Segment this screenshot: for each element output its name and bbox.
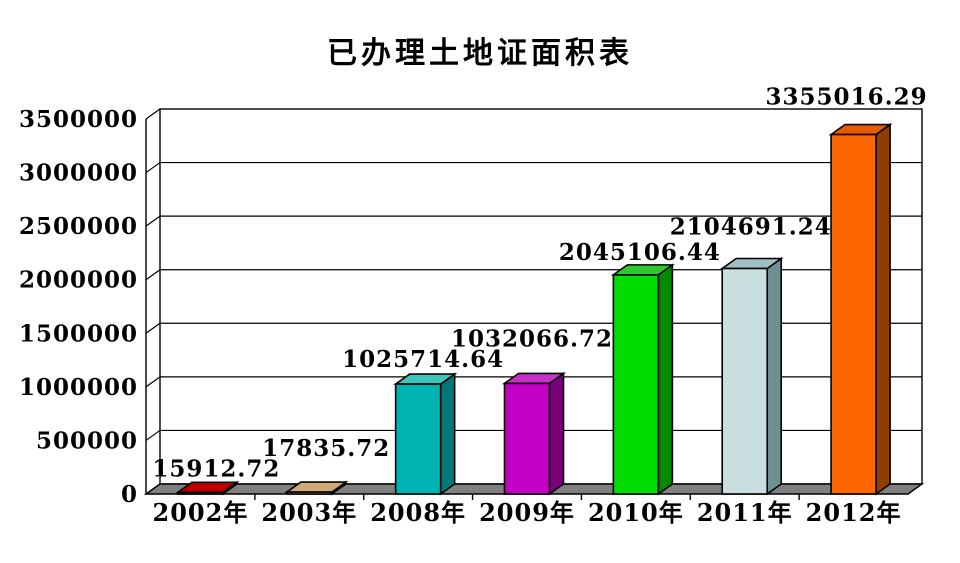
- y-tick-connector: [145, 376, 161, 388]
- y-tick-label: 0: [121, 481, 138, 508]
- y-tick-connector: [145, 162, 161, 174]
- bar-front-face: [394, 383, 442, 495]
- bar-front-face: [177, 491, 224, 495]
- bar-data-label: 2104691.24: [670, 213, 832, 240]
- bar-side-face: [875, 122, 891, 496]
- x-category-label: 2008年: [370, 498, 466, 527]
- bar-2002年: [175, 480, 240, 496]
- bar-data-label: 1032066.72: [451, 325, 613, 352]
- bar-side-face: [439, 372, 456, 496]
- y-tick-connector: [145, 269, 161, 281]
- x-category-label: 2010年: [588, 498, 684, 527]
- y-tick-connector: [145, 215, 161, 227]
- bar-2010年: [610, 263, 675, 496]
- y-tick-label: 2000000: [19, 267, 138, 294]
- y-tick-label: 3000000: [19, 160, 138, 187]
- bar-data-label: 3355016.29: [766, 84, 928, 111]
- x-category-label: 2003年: [261, 498, 357, 527]
- y-tick-label: 1000000: [19, 374, 138, 401]
- bar-data-label: 1025714.64: [342, 346, 504, 373]
- y-tick-label: 2500000: [19, 213, 138, 240]
- y-tick-label: 500000: [36, 427, 138, 454]
- bar-2003年: [284, 480, 349, 496]
- x-category-label: 2002年: [153, 498, 249, 527]
- x-category-label: 2011年: [697, 498, 793, 527]
- chart-title: 已办理土地证面积表: [327, 36, 633, 71]
- bar-front-face: [503, 382, 551, 495]
- x-category-label: 2009年: [479, 498, 575, 527]
- bar-side-face: [766, 256, 783, 496]
- bar-front-face: [721, 267, 769, 495]
- bar-front-face: [612, 274, 660, 495]
- bar-side-face: [548, 371, 565, 496]
- bar-2012年: [828, 122, 893, 496]
- bar-2011年: [719, 256, 784, 496]
- bar-data-label: 2045106.44: [559, 239, 721, 266]
- y-tick-label: 3500000: [19, 106, 138, 133]
- x-category-label: 2012年: [806, 498, 902, 527]
- bar-data-label: 17835.72: [262, 435, 390, 462]
- bar-data-label: 15912.72: [152, 455, 280, 482]
- bar-2008年: [393, 372, 458, 496]
- y-tick-label: 1500000: [19, 320, 138, 347]
- y-tick-connector: [145, 429, 161, 441]
- y-tick-connector: [145, 108, 161, 120]
- y-tick-connector: [145, 322, 161, 334]
- bar-side-face: [657, 263, 674, 496]
- bar-front-face: [285, 491, 333, 495]
- bar-2009年: [502, 371, 566, 496]
- bar-front-face: [830, 133, 877, 495]
